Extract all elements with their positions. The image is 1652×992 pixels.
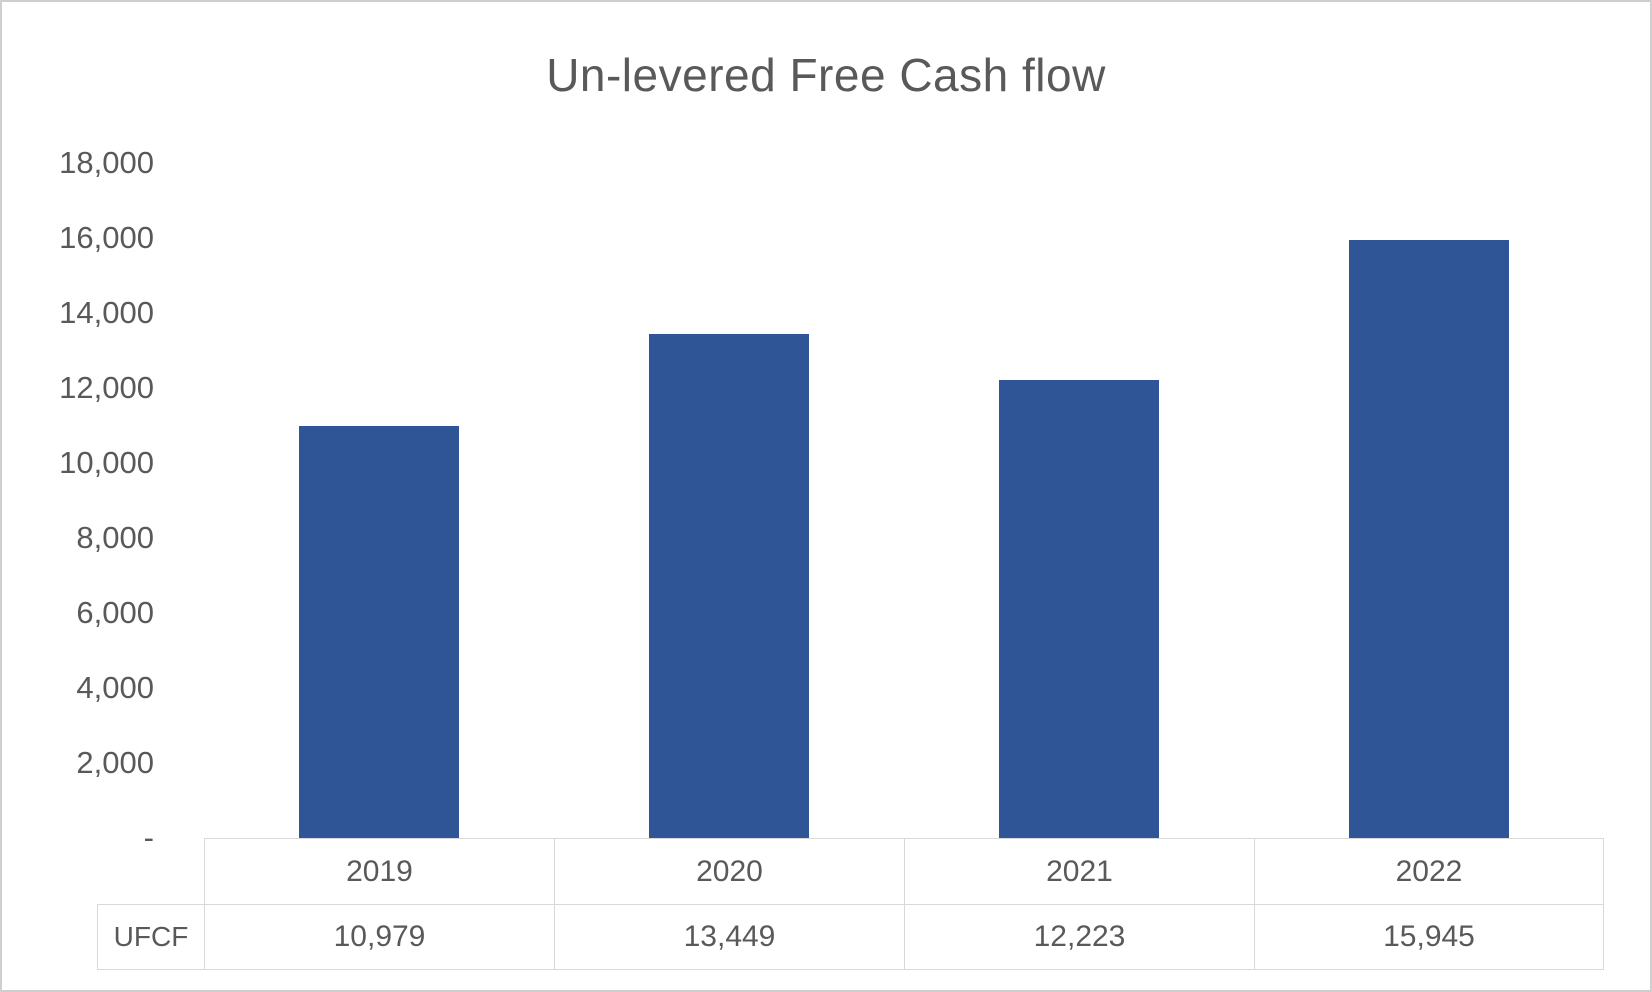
year-cell-2019: 2019 [204,838,554,904]
y-axis-tick-label: 14,000 [59,295,154,330]
year-cell-2021: 2021 [904,838,1254,904]
series-name-cell: UFCF [97,904,204,970]
year-cell-2022: 2022 [1254,838,1604,904]
y-axis-tick-label: - [143,820,154,855]
value-cell-2021: 12,223 [904,904,1254,970]
y-axis-tick-label: 18,000 [59,145,154,180]
y-axis-tick-label: 2,000 [76,745,154,780]
bar-2020 [649,334,809,838]
bar-2019 [299,426,459,838]
y-axis-tick-label: 6,000 [76,595,154,630]
year-cell-2020: 2020 [554,838,904,904]
value-cell-2019: 10,979 [204,904,554,970]
bar-2022 [1349,240,1509,838]
y-axis-tick-label: 10,000 [59,445,154,480]
y-axis-tick-label: 4,000 [76,670,154,705]
value-cell-2022: 15,945 [1254,904,1604,970]
y-axis-tick-label: 8,000 [76,520,154,555]
chart-title: Un-levered Free Cash flow [546,49,1106,101]
y-axis-tick-label: 12,000 [59,370,154,405]
value-cell-2020: 13,449 [554,904,904,970]
bar-2021 [999,380,1159,838]
y-axis-tick-label: 16,000 [59,220,154,255]
